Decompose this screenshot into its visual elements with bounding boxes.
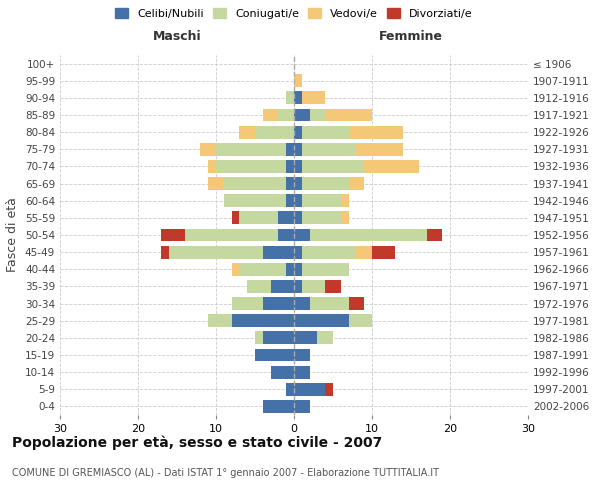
- Bar: [294, 177, 302, 190]
- Bar: [294, 297, 310, 310]
- Bar: [294, 212, 302, 224]
- Bar: [232, 314, 294, 327]
- Bar: [294, 400, 310, 413]
- Bar: [302, 263, 349, 276]
- Bar: [302, 143, 356, 156]
- Bar: [310, 228, 427, 241]
- Bar: [356, 143, 403, 156]
- Bar: [286, 194, 294, 207]
- Bar: [302, 126, 349, 138]
- Bar: [232, 297, 263, 310]
- Bar: [263, 108, 278, 122]
- Bar: [161, 228, 185, 241]
- Bar: [271, 280, 294, 293]
- Bar: [302, 246, 356, 258]
- Bar: [263, 297, 294, 310]
- Bar: [294, 383, 325, 396]
- Bar: [294, 280, 302, 293]
- Bar: [286, 143, 294, 156]
- Y-axis label: Anni di nascita: Anni di nascita: [598, 188, 600, 281]
- Bar: [255, 348, 294, 362]
- Bar: [278, 228, 294, 241]
- Bar: [208, 314, 232, 327]
- Bar: [294, 160, 302, 173]
- Bar: [239, 263, 286, 276]
- Bar: [317, 332, 333, 344]
- Bar: [239, 212, 278, 224]
- Bar: [341, 212, 349, 224]
- Bar: [216, 160, 286, 173]
- Bar: [232, 263, 239, 276]
- Bar: [286, 160, 294, 173]
- Bar: [294, 143, 302, 156]
- Bar: [302, 92, 325, 104]
- Bar: [294, 228, 310, 241]
- Bar: [286, 263, 294, 276]
- Bar: [310, 297, 349, 310]
- Bar: [239, 126, 255, 138]
- Bar: [294, 194, 302, 207]
- Bar: [278, 212, 294, 224]
- Bar: [349, 126, 403, 138]
- Bar: [294, 126, 302, 138]
- Bar: [341, 194, 349, 207]
- Bar: [294, 263, 302, 276]
- Bar: [161, 246, 169, 258]
- Bar: [224, 177, 286, 190]
- Text: Maschi: Maschi: [152, 30, 202, 43]
- Bar: [185, 228, 278, 241]
- Bar: [325, 108, 372, 122]
- Bar: [302, 280, 325, 293]
- Bar: [208, 160, 216, 173]
- Text: Popolazione per età, sesso e stato civile - 2007: Popolazione per età, sesso e stato civil…: [12, 435, 382, 450]
- Bar: [278, 108, 294, 122]
- Bar: [372, 246, 395, 258]
- Bar: [286, 92, 294, 104]
- Bar: [427, 228, 442, 241]
- Bar: [294, 246, 302, 258]
- Bar: [364, 160, 419, 173]
- Text: Femmine: Femmine: [379, 30, 443, 43]
- Bar: [286, 177, 294, 190]
- Bar: [349, 314, 372, 327]
- Bar: [294, 108, 310, 122]
- Bar: [294, 314, 349, 327]
- Bar: [302, 177, 349, 190]
- Y-axis label: Fasce di età: Fasce di età: [7, 198, 19, 272]
- Legend: Celibi/Nubili, Coniugati/e, Vedovi/e, Divorziati/e: Celibi/Nubili, Coniugati/e, Vedovi/e, Di…: [115, 8, 473, 19]
- Bar: [302, 194, 341, 207]
- Bar: [208, 177, 224, 190]
- Bar: [247, 280, 271, 293]
- Bar: [200, 143, 216, 156]
- Bar: [349, 177, 364, 190]
- Bar: [325, 280, 341, 293]
- Bar: [310, 108, 325, 122]
- Bar: [263, 246, 294, 258]
- Bar: [263, 332, 294, 344]
- Bar: [356, 246, 372, 258]
- Bar: [325, 383, 333, 396]
- Bar: [294, 92, 302, 104]
- Bar: [286, 383, 294, 396]
- Bar: [216, 143, 286, 156]
- Bar: [294, 366, 310, 378]
- Bar: [349, 297, 364, 310]
- Bar: [169, 246, 263, 258]
- Bar: [255, 126, 294, 138]
- Bar: [271, 366, 294, 378]
- Bar: [294, 74, 302, 87]
- Bar: [255, 332, 263, 344]
- Bar: [302, 160, 364, 173]
- Bar: [294, 348, 310, 362]
- Bar: [302, 212, 341, 224]
- Bar: [294, 332, 317, 344]
- Text: COMUNE DI GREMIASCO (AL) - Dati ISTAT 1° gennaio 2007 - Elaborazione TUTTITALIA.: COMUNE DI GREMIASCO (AL) - Dati ISTAT 1°…: [12, 468, 439, 477]
- Bar: [263, 400, 294, 413]
- Bar: [224, 194, 286, 207]
- Bar: [232, 212, 239, 224]
